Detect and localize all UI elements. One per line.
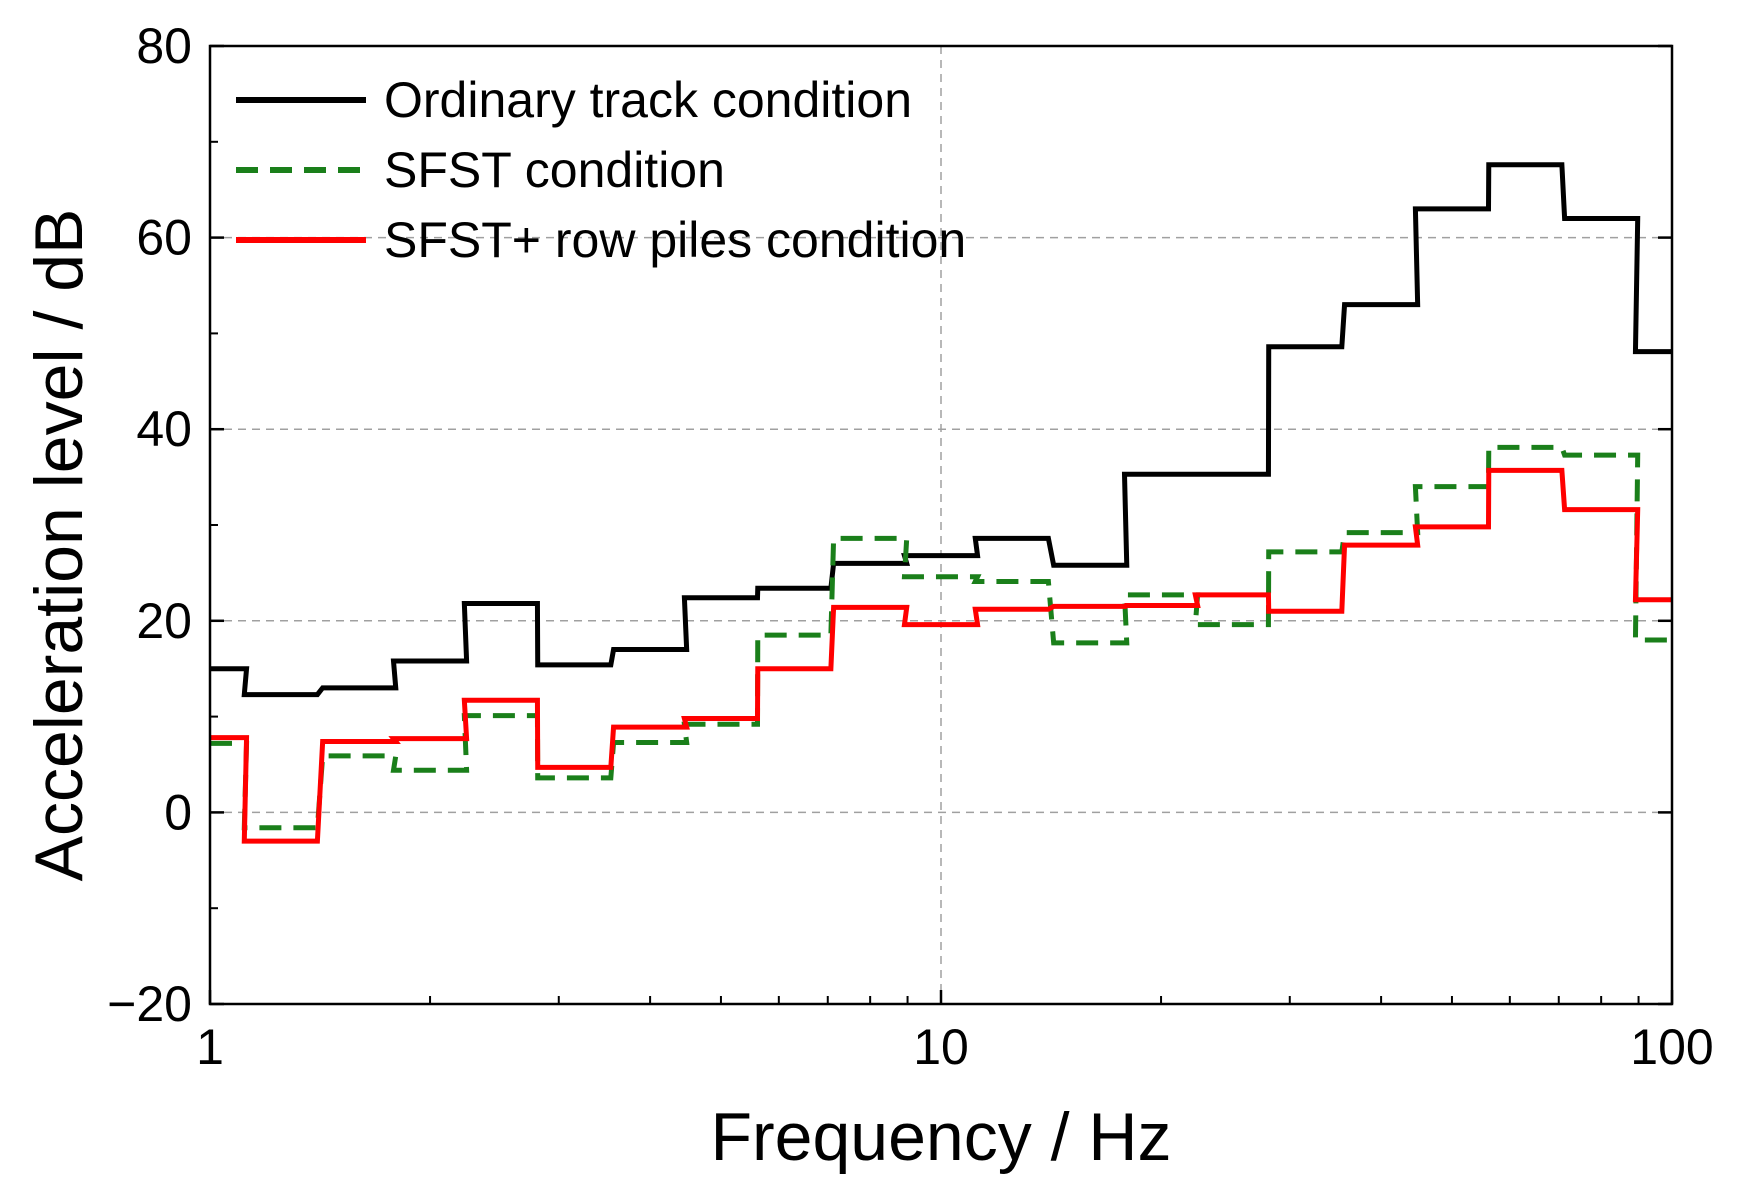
y-tick-label-2: 20 bbox=[136, 593, 192, 649]
axes: −20 0 20 40 60 80 1 10 100 Frequency / Hz Accelera… bbox=[21, 18, 1714, 1175]
y-tick-label-0: −20 bbox=[107, 976, 192, 1032]
legend: Ordinary track condition SFST condition SF… bbox=[236, 72, 966, 268]
series-line-2 bbox=[210, 444, 1672, 831]
y-axis-title: Acceleration level / dB bbox=[21, 209, 97, 882]
grid bbox=[210, 46, 1672, 1004]
x-tick-label-1: 10 bbox=[913, 1019, 969, 1075]
y-tick-label-1: 0 bbox=[164, 784, 192, 840]
legend-label-1: Ordinary track condition bbox=[384, 72, 912, 128]
y-tick-label-5: 80 bbox=[136, 18, 192, 74]
y-tick-label-3: 40 bbox=[136, 401, 192, 457]
series-line-1 bbox=[210, 162, 1672, 698]
x-axis-title: Frequency / Hz bbox=[710, 1099, 1171, 1175]
series-line-3 bbox=[210, 467, 1672, 844]
legend-label-3: SFST+ row piles condition bbox=[384, 212, 966, 268]
series-lines bbox=[210, 162, 1672, 844]
x-tick-label-2: 100 bbox=[1630, 1019, 1713, 1075]
y-tick-label-4: 60 bbox=[136, 210, 192, 266]
x-tick-label-0: 1 bbox=[196, 1019, 224, 1075]
legend-label-2: SFST condition bbox=[384, 142, 725, 198]
